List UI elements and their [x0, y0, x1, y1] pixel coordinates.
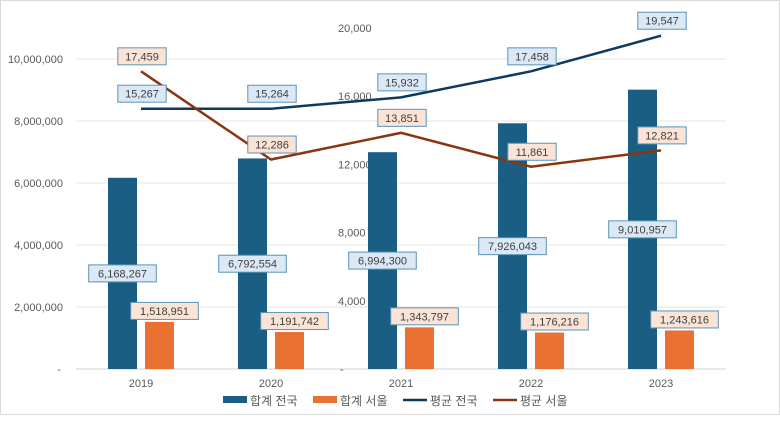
data-label-box [520, 312, 589, 331]
legend-label: 합계 서울 [340, 394, 388, 408]
data-label-box [377, 73, 427, 92]
data-label-box [247, 84, 297, 103]
bar-total-seoul [145, 321, 174, 369]
data-label: 15,932 [385, 77, 419, 89]
data-label-box [130, 301, 199, 320]
legend-swatch [223, 396, 247, 403]
data-label-box [478, 237, 547, 256]
line-avg-seoul [140, 70, 662, 169]
data-label: 1,191,742 [270, 316, 319, 328]
left-axis-tick-label: 2,000,000 [14, 302, 63, 314]
data-label: 11,861 [516, 147, 549, 159]
legend-swatch [313, 396, 337, 403]
data-label: 6,792,554 [228, 259, 277, 271]
data-label-box [117, 47, 167, 66]
data-label: 17,459 [125, 51, 159, 63]
data-label-box [260, 312, 329, 331]
data-label-box [247, 135, 297, 154]
data-label: 6,994,300 [358, 256, 407, 268]
right-axis-tick-label: 20,000 [338, 23, 372, 35]
right-axis-tick-label: 12,000 [338, 159, 372, 171]
data-label: 7,926,043 [488, 241, 537, 253]
data-label-box [507, 142, 557, 161]
data-label: 12,821 [645, 130, 679, 142]
legend-label: 평균 서울 [520, 394, 568, 408]
right-axis-tick-label: 8,000 [338, 228, 366, 240]
data-label-box [507, 47, 557, 66]
left-axis-tick-label: 6,000,000 [14, 178, 63, 190]
data-label-box [637, 11, 687, 30]
legend-label: 평균 전국 [430, 394, 478, 408]
x-axis-tick-label: 2022 [519, 378, 543, 390]
line-avg-national [140, 34, 662, 110]
data-label: 19,547 [645, 16, 679, 28]
left-axis-tick-label: 10,000,000 [8, 54, 63, 66]
data-label-box [88, 264, 157, 283]
data-label: 1,343,797 [400, 311, 449, 323]
data-label-box [218, 254, 287, 273]
data-label: 15,267 [125, 89, 159, 101]
x-axis-tick-label: 2023 [649, 378, 673, 390]
bar-total-seoul [665, 330, 694, 369]
data-label: 12,286 [255, 140, 289, 152]
data-label-box [390, 307, 459, 326]
data-label-box [650, 310, 719, 329]
data-label-box [637, 126, 687, 145]
data-label: 9,010,957 [618, 224, 667, 236]
data-label: 1,176,216 [530, 317, 579, 329]
data-label: 6,168,267 [98, 268, 147, 280]
data-label: 15,264 [255, 89, 289, 101]
x-axis-tick-label: 2021 [389, 378, 413, 390]
bar-total-seoul [535, 332, 564, 369]
data-label: 17,458 [515, 51, 549, 63]
x-axis-tick-label: 2019 [129, 378, 153, 390]
bar-total-seoul [275, 332, 304, 369]
data-label-box [348, 251, 417, 270]
left-axis-tick-label: 4,000,000 [14, 240, 63, 252]
left-axis-tick-label: - [57, 364, 61, 376]
right-axis-tick-label: 4,000 [338, 296, 366, 308]
data-label-box [608, 220, 677, 239]
data-label: 1,243,616 [660, 314, 709, 326]
data-label: 1,518,951 [140, 306, 189, 318]
data-label-box [377, 108, 427, 127]
left-axis-tick-label: 8,000,000 [14, 116, 63, 128]
x-axis-tick-label: 2020 [259, 378, 283, 390]
data-label: 13,851 [385, 113, 419, 125]
right-axis-tick-label: - [340, 364, 344, 376]
bar-total-seoul [405, 327, 434, 369]
legend-label: 합계 전국 [250, 394, 298, 408]
data-label-box [117, 84, 167, 103]
